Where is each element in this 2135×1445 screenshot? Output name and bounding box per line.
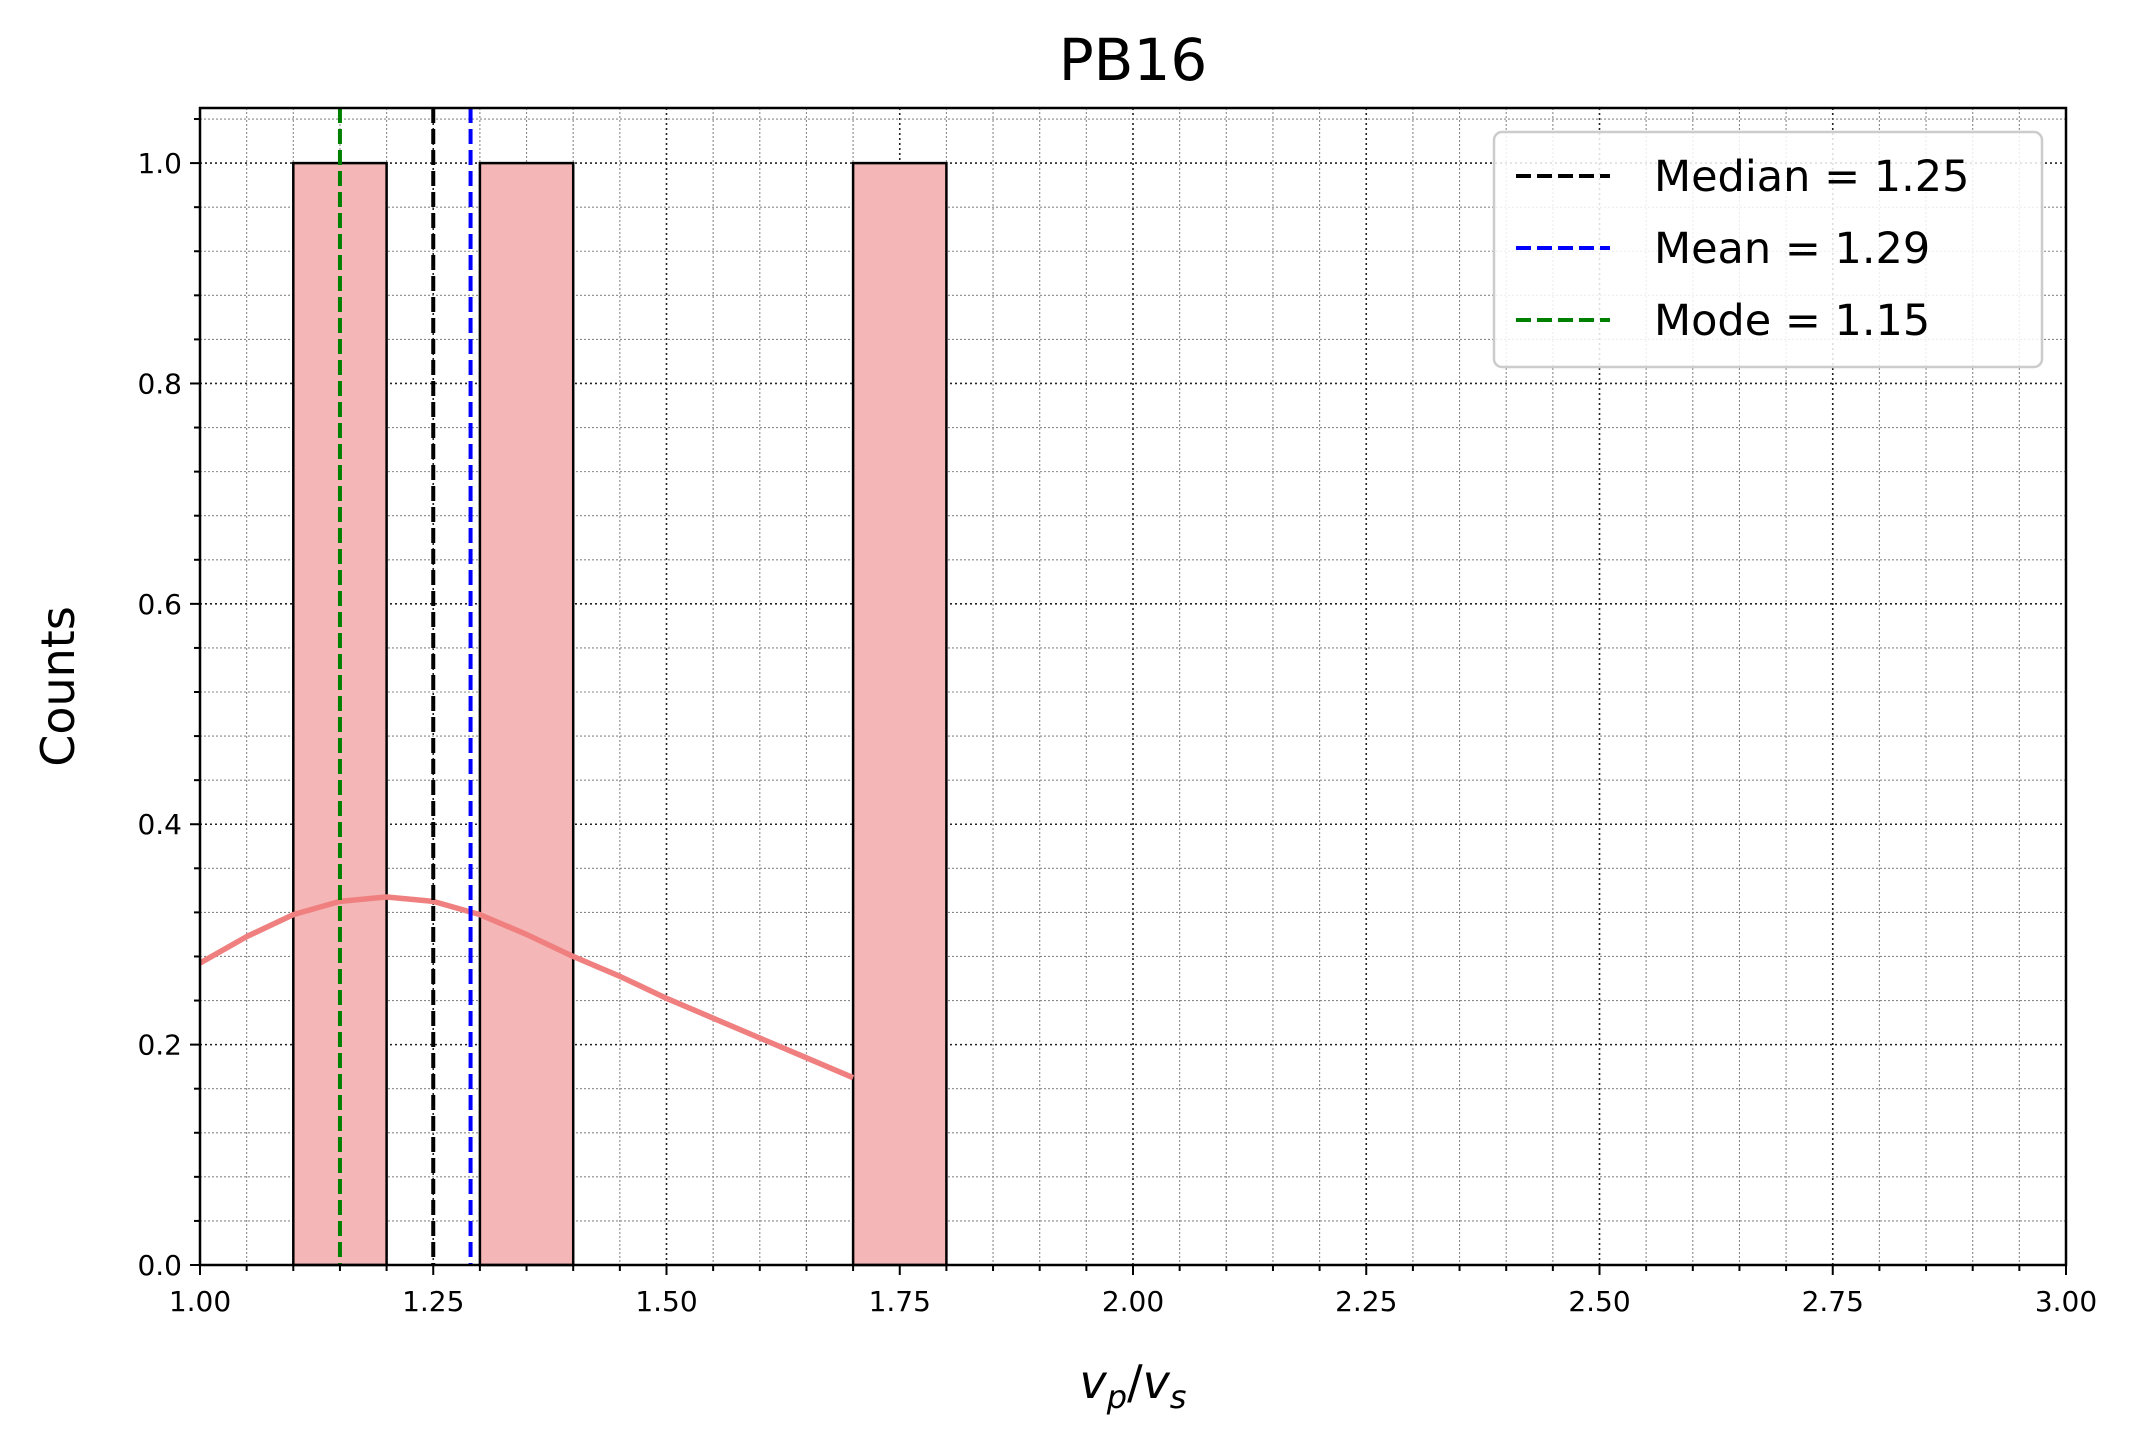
kde-curve-layer (198, 894, 855, 1081)
x-tick-label: 1.25 (402, 1285, 464, 1318)
x-tick-label: 2.00 (1102, 1285, 1164, 1318)
kde-curve (198, 894, 855, 1081)
chart-title: PB16 (1059, 26, 1208, 94)
x-tick-label: 2.25 (1335, 1285, 1397, 1318)
y-tick-label: 0.0 (137, 1249, 182, 1282)
legend-label: Median = 1.25 (1654, 152, 1970, 202)
y-tick-label: 0.2 (137, 1029, 182, 1062)
legend: Median = 1.25 Mean = 1.29 Mode = 1.15 (1492, 130, 2044, 369)
x-tick-label: 1.75 (869, 1285, 931, 1318)
x-tick-label: 1.00 (169, 1285, 231, 1318)
reference-lines (337, 108, 473, 1265)
histogram-bar (478, 161, 575, 1267)
legend-label: Mode = 1.15 (1654, 296, 1930, 346)
legend-label: Mean = 1.29 (1654, 224, 1930, 274)
histogram-bar (851, 161, 948, 1267)
x-tick-label: 2.50 (1568, 1285, 1630, 1318)
x-tick-label: 3.00 (2035, 1285, 2097, 1318)
x-tick-label: 1.50 (635, 1285, 697, 1318)
axis-ticks: 1.00 1.25 1.50 1.75 2.00 2.25 2.50 2.75 3.00 0.0 0… (137, 118, 2097, 1318)
legend-box (1492, 130, 2044, 369)
y-tick-label: 0.6 (137, 588, 182, 621)
y-axis-title: Counts (31, 606, 85, 767)
x-axis-title: vp/vs (1080, 1355, 1187, 1416)
y-tick-label: 0.8 (137, 367, 182, 400)
y-tick-label: 0.4 (137, 808, 182, 841)
y-tick-label: 1.0 (137, 147, 182, 180)
x-tick-label: 2.75 (1802, 1285, 1864, 1318)
